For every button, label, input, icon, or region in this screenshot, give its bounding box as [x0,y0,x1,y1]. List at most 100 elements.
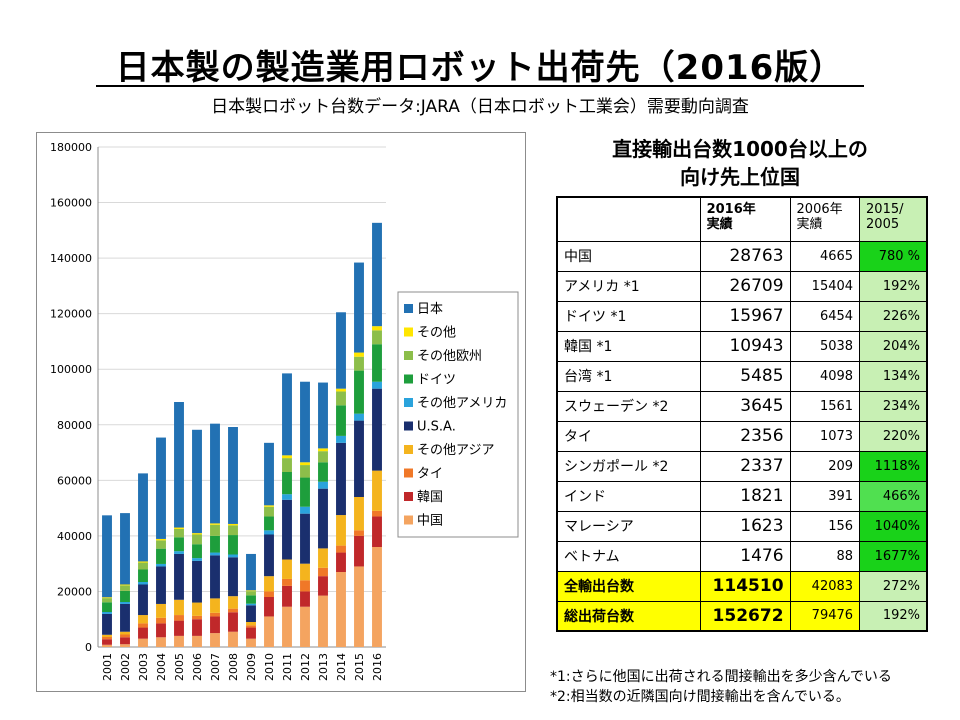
bar-segment [282,606,292,647]
x-tick-label: 2010 [263,653,276,681]
x-tick-label: 2016 [371,653,384,681]
bar-segment [174,553,184,600]
bar-segment [210,423,220,524]
table-cell-ratio: 192% [859,600,928,632]
bar-segment [102,602,112,612]
bar-segment [156,623,166,638]
table-title: 直接輸出台数1000台以上の 向け先上位国 [540,135,940,191]
bar-segment [354,566,364,647]
legend-label: U.S.A. [417,420,456,435]
bar-segment [174,402,184,528]
legend-swatch [404,492,413,501]
table-row: シンガポール *2 2337 209 1118% [556,450,928,482]
footnote-1: *1:さらに他国に出荷される間接輸出を多少含んでいる [550,669,892,685]
table-row: マレーシア 1623 156 1040% [556,510,928,542]
bar-segment [138,569,148,582]
bar-segment [138,473,148,562]
bar-segment [336,435,346,443]
bar-segment [228,608,238,613]
bar-segment [228,612,238,632]
bar-segment [354,352,364,357]
table-cell-ratio: 1118% [859,450,928,482]
table-cell-v2006: 4665 [789,240,861,272]
bar-segment [192,558,202,561]
bar-segment [174,620,184,636]
bar-segment [210,535,220,553]
bar-segment [138,638,148,647]
table-cell-v2006: 1561 [789,390,861,422]
table-cell-country: スウェーデン *2 [556,390,701,422]
table-cell-v2016: 114510 [699,570,791,602]
bar-segment [318,576,328,596]
table-cell-ratio: 466% [859,480,928,512]
table-header-cell: 2016年 実績 [699,196,791,242]
table-cell-v2016: 2337 [699,450,791,482]
bar-segment [300,591,310,607]
bar-segment [318,382,328,449]
bar-segment [372,510,382,517]
table-cell-ratio: 220% [859,420,928,452]
table-header-cell: 2006年 実績 [789,196,861,242]
bar-segment [300,513,310,564]
legend-swatch [404,327,413,337]
bar-segment [318,481,328,489]
bar-segment [174,635,184,647]
bar-segment [336,405,346,436]
legend-label: 韓国 [417,490,443,505]
bar-segment [120,637,130,645]
bar-segment [300,381,310,463]
x-tick-label: 2014 [335,653,348,681]
bar-segment [300,606,310,647]
bar-segment [318,451,328,463]
legend-swatch [404,468,413,478]
bar-segment [192,602,202,616]
table-cell-ratio: 234% [859,390,928,422]
bar-segment [354,497,364,531]
table-cell-ratio: 1040% [859,510,928,542]
bar-segment [120,584,130,586]
bar-segment [228,525,238,536]
table-cell-v2016: 10943 [699,330,791,362]
table-cell-ratio: 134% [859,360,928,392]
title-underline [96,85,864,87]
table-cell-v2016: 5485 [699,360,791,392]
bar-segment [282,373,292,456]
table-cell-v2006: 15404 [789,270,861,302]
table-cell-ratio: 226% [859,300,928,332]
table-row: ドイツ *1 15967 6454 226% [556,300,928,332]
table-row: タイ 2356 1073 220% [556,420,928,452]
bar-segment [336,552,346,572]
bar-segment [246,638,256,647]
bar-segment [264,530,274,535]
bar-segment [210,633,220,647]
bar-segment [138,584,148,616]
bar-segment [282,472,292,495]
bar-segment [228,535,238,555]
bar-segment [336,572,346,647]
y-tick-label: 20000 [57,585,92,598]
table-cell-v2016: 2356 [699,420,791,452]
bar-segment [156,437,166,539]
table-cell-v2006: 1073 [789,420,861,452]
x-tick-label: 2002 [119,653,132,681]
bar-segment [210,524,220,536]
bar-segment [336,442,346,516]
bar-segment [372,388,382,471]
bar-segment [372,470,382,511]
table-cell-v2006: 391 [789,480,861,512]
table-cell-v2016: 28763 [699,240,791,272]
bar-segment [264,516,274,531]
chart-frame [36,132,526,692]
stacked-bar-chart: 0 20000 40000 60000 80000 100000 120000 140000 1… [50,141,519,681]
bar-segment [300,580,310,592]
table-cell-v2016: 1476 [699,540,791,572]
legend-swatch [404,351,413,360]
bar-segment [228,427,238,524]
table-cell-v2016: 26709 [699,270,791,302]
bar-segment [138,615,148,624]
table-cell-ratio: 1677% [859,540,928,572]
bar-segment [192,560,202,603]
y-tick-label: 60000 [57,474,92,487]
legend-swatch [404,515,413,525]
x-tick-label: 2009 [245,653,258,681]
